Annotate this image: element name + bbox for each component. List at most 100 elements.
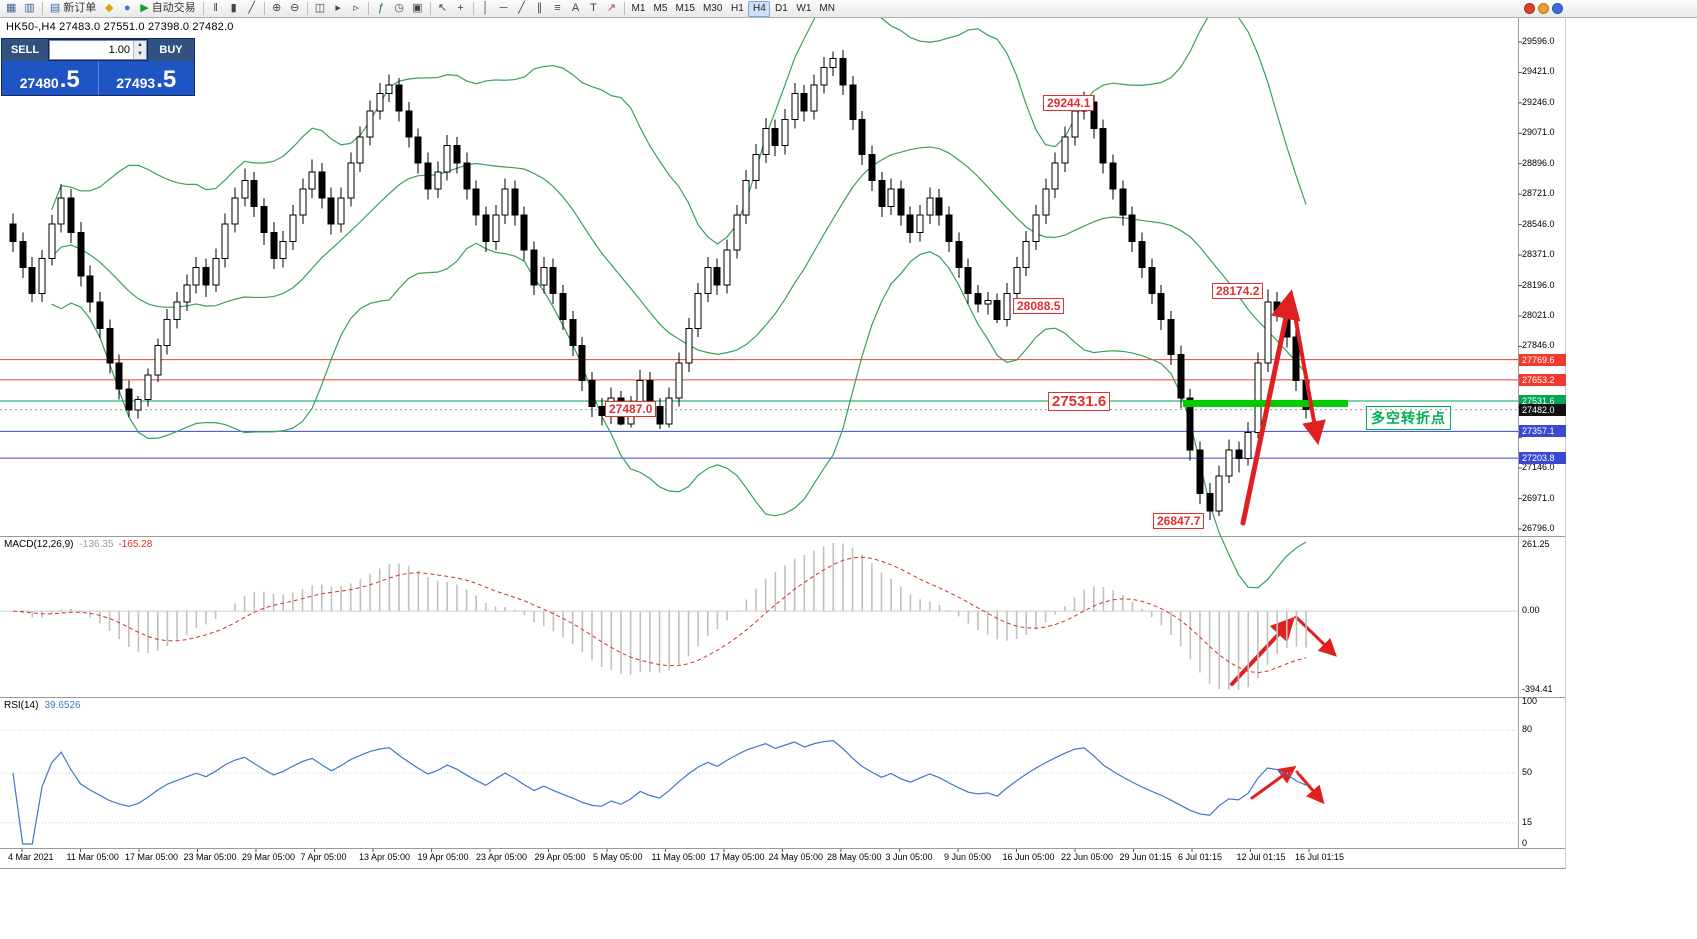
status-dot-red[interactable] [1524,3,1535,14]
timeframe-d1[interactable]: D1 [770,1,792,17]
toolbar-separator [472,2,474,15]
zoom-out-button[interactable]: ⊖ [286,1,304,17]
tile-windows-button[interactable]: ◫ [311,1,329,17]
time-axis-label: 19 Apr 05:00 [417,852,469,862]
price-divider [97,61,99,95]
chart-shift-icon: ▹ [353,2,359,14]
candlestick-mode-button[interactable]: ▮ [225,1,243,17]
chart-shift-button[interactable]: ▹ [347,1,365,17]
timeframe-m30[interactable]: M30 [699,1,726,17]
auto-scroll-button[interactable]: ▸ [329,1,347,17]
autotrading-icon: ▶ [140,2,149,14]
status-dot-orange[interactable] [1538,3,1549,14]
crosshair-button[interactable]: + [452,1,470,17]
price-annotation[interactable]: 28174.2 [1212,283,1264,299]
trend-arrow-chart[interactable] [1240,289,1301,526]
time-axis-label: 12 Jul 01:15 [1236,852,1286,862]
timeframe-m15[interactable]: M15 [672,1,699,17]
zoom-in-button[interactable]: ⊕ [268,1,286,17]
favorites-icon: ◆ [104,2,114,14]
toolbar: ▦ ▥ ▤ 新订单 ◆ ● ▶ 自动交易 ‖ ▮ ╱ ⊕ ⊖ ◫ ▸ ▹ ƒ ◷ ▣ ↖ + │ ─ ╱ ∥ ≡ A T ↗ M1 M5 M1… [0,0,1697,18]
status-dot-blue[interactable] [1552,3,1563,14]
autotrading-button[interactable]: ▶ 自动交易 [136,1,199,17]
volume-increase-icon[interactable]: ▲ [134,41,146,50]
timeframe-w1[interactable]: W1 [792,1,815,17]
price-annotation[interactable]: 26847.7 [1153,513,1205,529]
templates-button[interactable]: ▣ [408,1,426,17]
sell-button[interactable]: SELL [2,39,48,61]
volume-decrease-icon[interactable]: ▼ [134,50,146,59]
arrow-objects-button[interactable]: ↗ [603,1,621,17]
periods-button[interactable]: ◷ [390,1,408,17]
new-order-label: 新订单 [63,2,97,14]
time-axis-label: 4 Mar 2021 [8,852,54,862]
new-order-icon: ▤ [49,2,61,14]
sell-price[interactable]: 27480.5 [2,61,98,95]
trend-arrow-chart[interactable] [1292,308,1326,446]
vertical-line-icon: │ [482,2,489,14]
indicators-list-button[interactable]: ƒ [372,1,390,17]
timeframe-m1[interactable]: M1 [628,1,650,17]
buy-price[interactable]: 27493.5 [99,61,195,95]
price-axis-label: 28896.0 [1522,157,1555,168]
macd-name: MACD(12,26,9) [4,539,74,550]
buy-price-frac: .5 [156,66,177,93]
cursor-button[interactable]: ↖ [434,1,452,17]
toolbar-separator [41,2,43,15]
price-badge: 27653.2 [1519,373,1566,386]
new-chart-button[interactable]: ▦ [2,1,20,17]
timeframe-h4[interactable]: H4 [748,0,771,17]
time-axis-label: 17 Mar 05:00 [125,852,179,862]
price-axis-label: 28371.0 [1522,249,1555,260]
trendline-button[interactable]: ╱ [513,1,531,17]
price-annotation[interactable]: 27531.6 [1048,392,1111,411]
fibonacci-retracement-button[interactable]: ≡ [549,1,567,17]
timeframe-h1[interactable]: H1 [726,1,748,17]
buy-button[interactable]: BUY [148,39,194,61]
toolbar-separator [306,2,308,15]
price-axis-label: 28021.0 [1522,309,1555,320]
rsi-axis-label: 100 [1522,696,1538,706]
bar-chart-mode-button[interactable]: ‖ [207,1,225,17]
turning-point-note[interactable]: 多空转折点 [1366,406,1451,430]
line-chart-mode-button[interactable]: ╱ [243,1,261,17]
horizontal-line-button[interactable]: ─ [495,1,513,17]
price-badge: 27357.1 [1519,425,1566,438]
toolbar-separator [263,2,265,15]
price-badge: 27482.0 [1519,403,1566,416]
time-axis-label: 3 Jun 05:00 [885,852,933,862]
bollinger-middle [51,146,1307,374]
price-annotation[interactable]: 28088.5 [1013,298,1065,314]
trend-arrow-rsi[interactable] [1295,770,1325,805]
price-annotation[interactable]: 29244.1 [1043,95,1095,111]
profiles-button[interactable]: ▥ [20,1,38,17]
text-button[interactable]: A [567,1,585,17]
templates-icon: ▣ [412,2,423,14]
price-axis-label: 29421.0 [1522,66,1555,77]
toolbar-separator [202,2,204,15]
time-axis-label: 11 May 05:00 [651,852,706,862]
macd-axis-bottom: -394.41 [1522,684,1553,694]
equidistant-channel-button[interactable]: ∥ [531,1,549,17]
auto-scroll-icon: ▸ [335,2,341,14]
trend-arrow-macd[interactable] [1230,616,1295,686]
text-label-button[interactable]: T [585,1,603,17]
autotrading-label: 自动交易 [151,2,196,14]
arrow-objects-icon: ↗ [606,2,617,14]
macd-histogram [21,543,1307,690]
price-axis-label: 27846.0 [1522,340,1555,351]
trend-arrow-macd[interactable] [1294,615,1337,657]
line-chart-mode-icon: ╱ [248,2,255,14]
macd-main-value: -136.35 [79,539,114,550]
community-button[interactable]: ● [118,1,136,17]
vertical-line-button[interactable]: │ [477,1,495,17]
horizontal-line-icon: ─ [499,2,508,14]
timeframe-mn[interactable]: MN [815,1,839,17]
timeframe-m5[interactable]: M5 [650,1,672,17]
favorites-button[interactable]: ◆ [100,1,118,17]
new-order-button[interactable]: ▤ 新订单 [46,1,100,17]
toolbar-separator [429,2,431,15]
volume-input[interactable] [50,41,133,59]
price-annotation[interactable]: 27487.0 [605,401,657,417]
